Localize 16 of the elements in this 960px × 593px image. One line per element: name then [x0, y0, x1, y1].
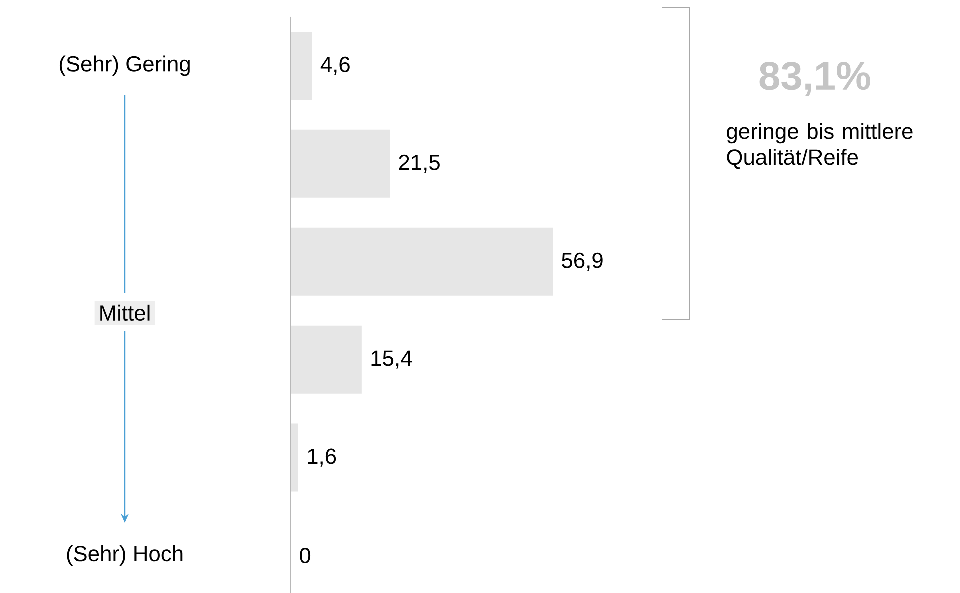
data-label: 1,6: [308, 448, 336, 467]
bar: [291, 228, 554, 296]
data-label: 15,4: [372, 350, 412, 369]
bar: [291, 424, 298, 492]
bar: [291, 326, 362, 394]
text: geringe bis mittlere Qualität/Reife: [727, 123, 913, 170]
bar: [291, 32, 312, 100]
data-label: 21,5: [399, 154, 440, 173]
data-label: 0: [300, 548, 311, 564]
data-label: 56,9: [562, 252, 603, 271]
y-tick-label: (Sehr) Hoch: [67, 545, 183, 566]
y-tick-label: (Sehr) Gering: [60, 56, 190, 76]
data-label: 4,6: [320, 56, 350, 75]
bar: [291, 130, 390, 198]
text: Mittel: [100, 304, 150, 321]
text: 83,1%: [760, 62, 870, 96]
